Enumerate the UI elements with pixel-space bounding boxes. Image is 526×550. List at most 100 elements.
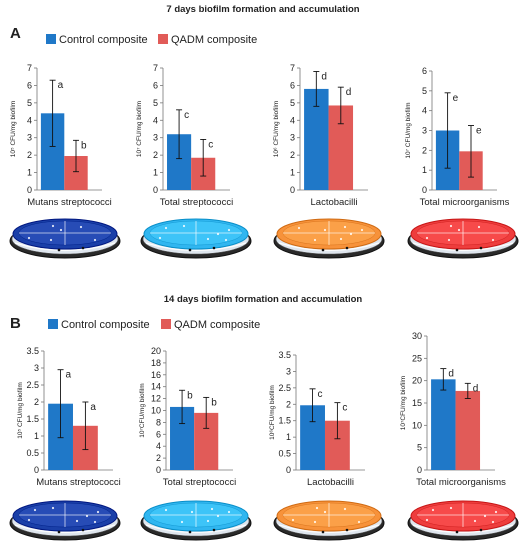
legend-control-b: Control composite (61, 319, 150, 331)
legend-swatch-qadm-b (161, 319, 171, 329)
dish-mutans-streptococci-14d (9, 500, 121, 541)
legend-qadm-a: QADM composite (171, 34, 257, 46)
significance-letter: d (346, 87, 352, 98)
y-tick-label: 4 (27, 115, 32, 125)
significance-letter: e (476, 126, 482, 137)
y-tick-label: 10 (412, 420, 422, 430)
y-tick-label: 4 (153, 115, 158, 125)
significance-letter: a (90, 402, 96, 413)
legend-control-a: Control composite (59, 34, 148, 46)
y-tick-label: 3 (286, 366, 291, 376)
y-tick-label: 3 (422, 126, 427, 136)
petri-dishes (9, 218, 519, 541)
y-tick-label: 2 (153, 150, 158, 160)
significance-letter: b (81, 140, 87, 151)
dish-total-streptococci-7d (140, 218, 252, 259)
y-tick-label: 3.5 (26, 346, 39, 356)
x-axis-label: Total microorganisms (416, 477, 506, 488)
significance-letter: b (187, 390, 193, 401)
y-tick-label: 1 (290, 168, 295, 178)
y-tick-label: 0 (34, 465, 39, 475)
y-tick-label: 1 (286, 432, 291, 442)
chart-1: 0 1 2 3 4 5 6 7 10⁵ CFU/mg biofilm a b Mutans strep… (10, 63, 112, 208)
y-tick-label: 0 (290, 185, 295, 195)
y-tick-label: 0 (417, 465, 422, 475)
chart-8: 0 5 10 15 20 25 30 10⁷CFU/mg biofilm d d Total mic… (400, 331, 506, 488)
significance-letter: c (208, 139, 213, 150)
significance-letter: a (58, 80, 64, 91)
panel-a-title: 7 days biofilm formation and accumulatio… (166, 4, 359, 15)
panel-b-title: 14 days biofilm formation and accumulati… (164, 294, 363, 305)
y-axis-label: 10⁶CFU/mg biofilm (269, 385, 276, 440)
significance-letter: c (318, 389, 323, 400)
y-tick-label: 3 (290, 133, 295, 143)
y-tick-label: 8 (156, 417, 161, 427)
significance-letter: c (342, 403, 347, 414)
y-tick-label: 3 (153, 133, 158, 143)
chart-5: 0 0.5 1 1.5 2 2.5 3 3.5 10⁵ CFU/mg biofilm a a Muta… (17, 346, 121, 488)
y-tick-label: 6 (156, 429, 161, 439)
y-tick-label: 7 (153, 63, 158, 73)
bar-qadm (455, 390, 481, 470)
y-tick-label: 7 (290, 63, 295, 73)
x-axis-label: Total streptococci (160, 197, 233, 208)
y-tick-label: 6 (27, 80, 32, 90)
y-tick-label: 2 (156, 453, 161, 463)
y-tick-label: 1 (422, 165, 427, 175)
panel-b-header: 14 days biofilm formation and accumulati… (10, 294, 362, 332)
x-axis-label: Lactobacilli (311, 197, 358, 208)
bar-control (431, 379, 456, 470)
y-axis-label: 10⁷CFU/mg biofilm (400, 376, 407, 430)
y-tick-label: 1 (153, 168, 158, 178)
y-tick-label: 2.5 (278, 383, 291, 393)
chart-6: 0 2 4 6 810 12 14 16 18 20 10⁷CFU/mg biofilm b b Tota… (139, 346, 236, 488)
legend-qadm-b: QADM composite (174, 319, 260, 331)
y-tick-label: 1 (34, 431, 39, 441)
y-tick-label: 0 (422, 185, 427, 195)
y-tick-label: 2.5 (26, 380, 39, 390)
y-tick-label: 0 (286, 465, 291, 475)
y-tick-label: 0.5 (278, 449, 291, 459)
y-tick-label: 5 (417, 443, 422, 453)
chart-3: 0 1 2 3 4 5 6 7 10⁶ CFU/mg biofilm d d Lactobacilli (273, 63, 368, 208)
y-axis-label: 10⁷ CFU/mg biofilm (136, 101, 143, 157)
y-tick-label: 20 (151, 346, 161, 356)
y-tick-label: 1.5 (26, 414, 39, 424)
significance-letter: b (211, 397, 217, 408)
y-axis-label: 10⁷ CFU/mg biofilm (405, 102, 412, 158)
y-tick-label: 4 (422, 106, 427, 116)
y-tick-label: 1.5 (278, 416, 291, 426)
y-tick-label: 2 (34, 397, 39, 407)
dish-lactobacilli-14d (273, 500, 385, 541)
significance-letter: a (66, 370, 72, 381)
significance-letter: d (321, 71, 327, 82)
y-tick-label: 5 (27, 98, 32, 108)
y-tick-label: 25 (412, 353, 422, 363)
y-tick-label: 5 (290, 98, 295, 108)
panel-b-label: B (10, 315, 21, 332)
significance-letter: d (473, 383, 479, 394)
y-tick-label: 0 (153, 185, 158, 195)
x-axis-label: Total streptococci (163, 477, 236, 488)
dish-mutans-streptococci-7d (9, 218, 121, 259)
y-tick-label: 2 (27, 150, 32, 160)
y-tick-label: 4 (156, 441, 161, 451)
x-axis-label: Mutans streptococci (27, 197, 111, 208)
legend-swatch-control-a (46, 34, 56, 44)
y-tick-label: 6 (290, 80, 295, 90)
dish-total-streptococci-14d (140, 500, 252, 541)
y-tick-label: 6 (422, 66, 427, 76)
dish-lactobacilli-7d (273, 218, 385, 259)
significance-letter: e (453, 93, 459, 104)
bar-control (40, 113, 65, 190)
significance-letter: d (448, 369, 454, 380)
chart-7: 0 0.5 1 1.5 2 2.5 3 3.5 10⁶CFU/mg biofilm c c Lacto… (269, 350, 365, 488)
x-axis-label: Total microorganisms (420, 197, 510, 208)
y-tick-label: 0 (156, 465, 161, 475)
y-axis-label: 10⁷CFU/mg biofilm (139, 383, 146, 437)
legend-swatch-control-b (48, 319, 58, 329)
dish-total-microorganisms-7d (407, 218, 519, 259)
y-tick-label: 2 (286, 399, 291, 409)
